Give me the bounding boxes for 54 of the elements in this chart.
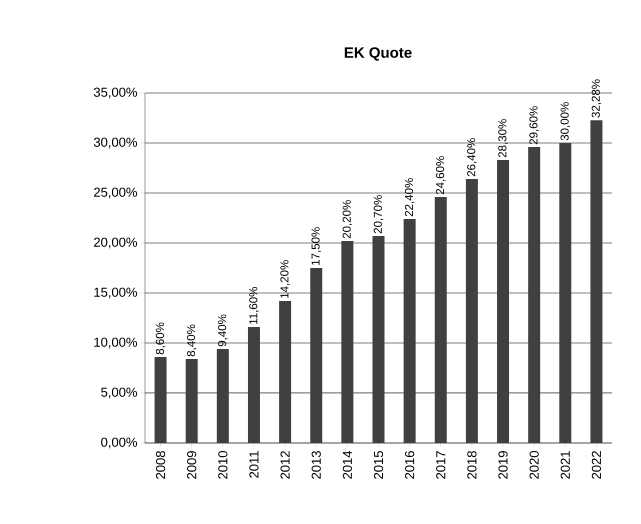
data-label: 26,40% <box>467 138 477 176</box>
bar <box>559 142 572 443</box>
data-label: 17,50% <box>311 227 321 265</box>
data-label: 29,60% <box>529 106 539 144</box>
data-label: 32,28% <box>592 79 602 118</box>
data-label: 20,70% <box>374 195 384 234</box>
bar <box>310 268 322 443</box>
bar <box>590 120 602 443</box>
bar <box>279 300 292 443</box>
y-tick-label: 25,00% <box>94 188 138 198</box>
data-label: 28,30% <box>498 119 508 158</box>
y-tick-label: 30,00% <box>94 138 138 148</box>
bar <box>528 146 540 443</box>
y-tick-label: 10,00% <box>94 338 138 348</box>
data-label: 14,20% <box>280 260 290 298</box>
x-tick-label: 2021 <box>560 451 570 479</box>
x-tick-label: 2022 <box>592 451 602 479</box>
x-tick-label: 2019 <box>498 451 508 479</box>
x-tick-label: 2018 <box>467 451 476 479</box>
y-tick-label: 15,00% <box>94 288 138 298</box>
bar <box>404 218 416 443</box>
x-tick-label: 2014 <box>342 450 352 479</box>
data-label: 20,20% <box>342 200 352 238</box>
data-label: 11,60% <box>249 287 259 324</box>
bar <box>248 326 260 443</box>
x-tick-label: 2008 <box>156 451 166 479</box>
bar <box>372 236 384 443</box>
data-label: 9,40% <box>218 314 228 346</box>
data-label: 24,60% <box>436 156 446 194</box>
x-tick-label: 2015 <box>374 451 384 479</box>
x-tick-label: 2011 <box>249 451 259 478</box>
bar <box>216 348 229 443</box>
x-tick-label: 2010 <box>218 451 228 479</box>
y-tick-label: 20,00% <box>94 238 138 248</box>
x-tick-label: 2017 <box>436 451 446 479</box>
bar <box>341 240 354 443</box>
y-tick-label: 0,00% <box>101 438 138 448</box>
chart-title: EK Quote <box>344 47 412 61</box>
y-tick-label: 35,00% <box>94 88 138 98</box>
bar <box>154 356 167 443</box>
x-tick-label: 2009 <box>187 451 196 479</box>
bar <box>466 178 478 443</box>
bar <box>434 196 447 443</box>
data-label: 22,40% <box>404 178 414 216</box>
bar <box>186 358 198 443</box>
x-tick-label: 2012 <box>280 451 290 479</box>
x-tick-label: 2020 <box>530 451 539 479</box>
data-label: 8,60% <box>156 322 166 354</box>
x-tick-label: 2013 <box>312 451 321 479</box>
data-label: 30,00% <box>560 102 570 140</box>
bar <box>497 160 510 443</box>
y-tick-label: 5,00% <box>101 388 138 398</box>
data-label: 8,40% <box>186 324 196 356</box>
x-tick-label: 2016 <box>405 451 414 479</box>
